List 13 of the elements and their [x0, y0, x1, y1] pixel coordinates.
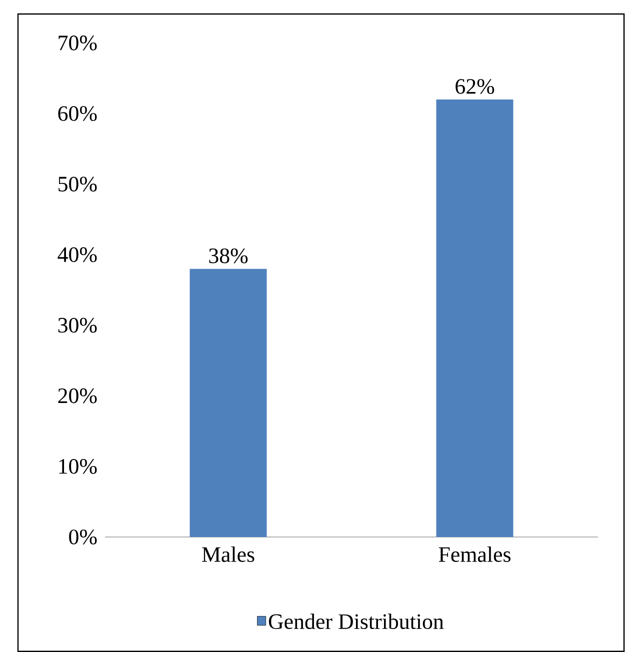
x-tick-label: Females	[438, 546, 510, 562]
x-tick-label: Males	[202, 546, 254, 562]
y-tick-label: 0%	[69, 530, 97, 544]
data-label: 62%	[456, 79, 494, 94]
y-tick-label: 20%	[58, 388, 97, 404]
y-tick-label: 50%	[58, 176, 97, 192]
data-label: 38%	[209, 248, 248, 264]
y-tick-label: 70%	[58, 36, 97, 50]
y-tick-label: 40%	[58, 247, 97, 262]
y-tick-label: 10%	[59, 458, 97, 474]
y-tick-label: 30%	[58, 318, 97, 333]
y-tick-label: 60%	[58, 106, 97, 121]
legend-label: Gender Distribution	[268, 614, 444, 630]
